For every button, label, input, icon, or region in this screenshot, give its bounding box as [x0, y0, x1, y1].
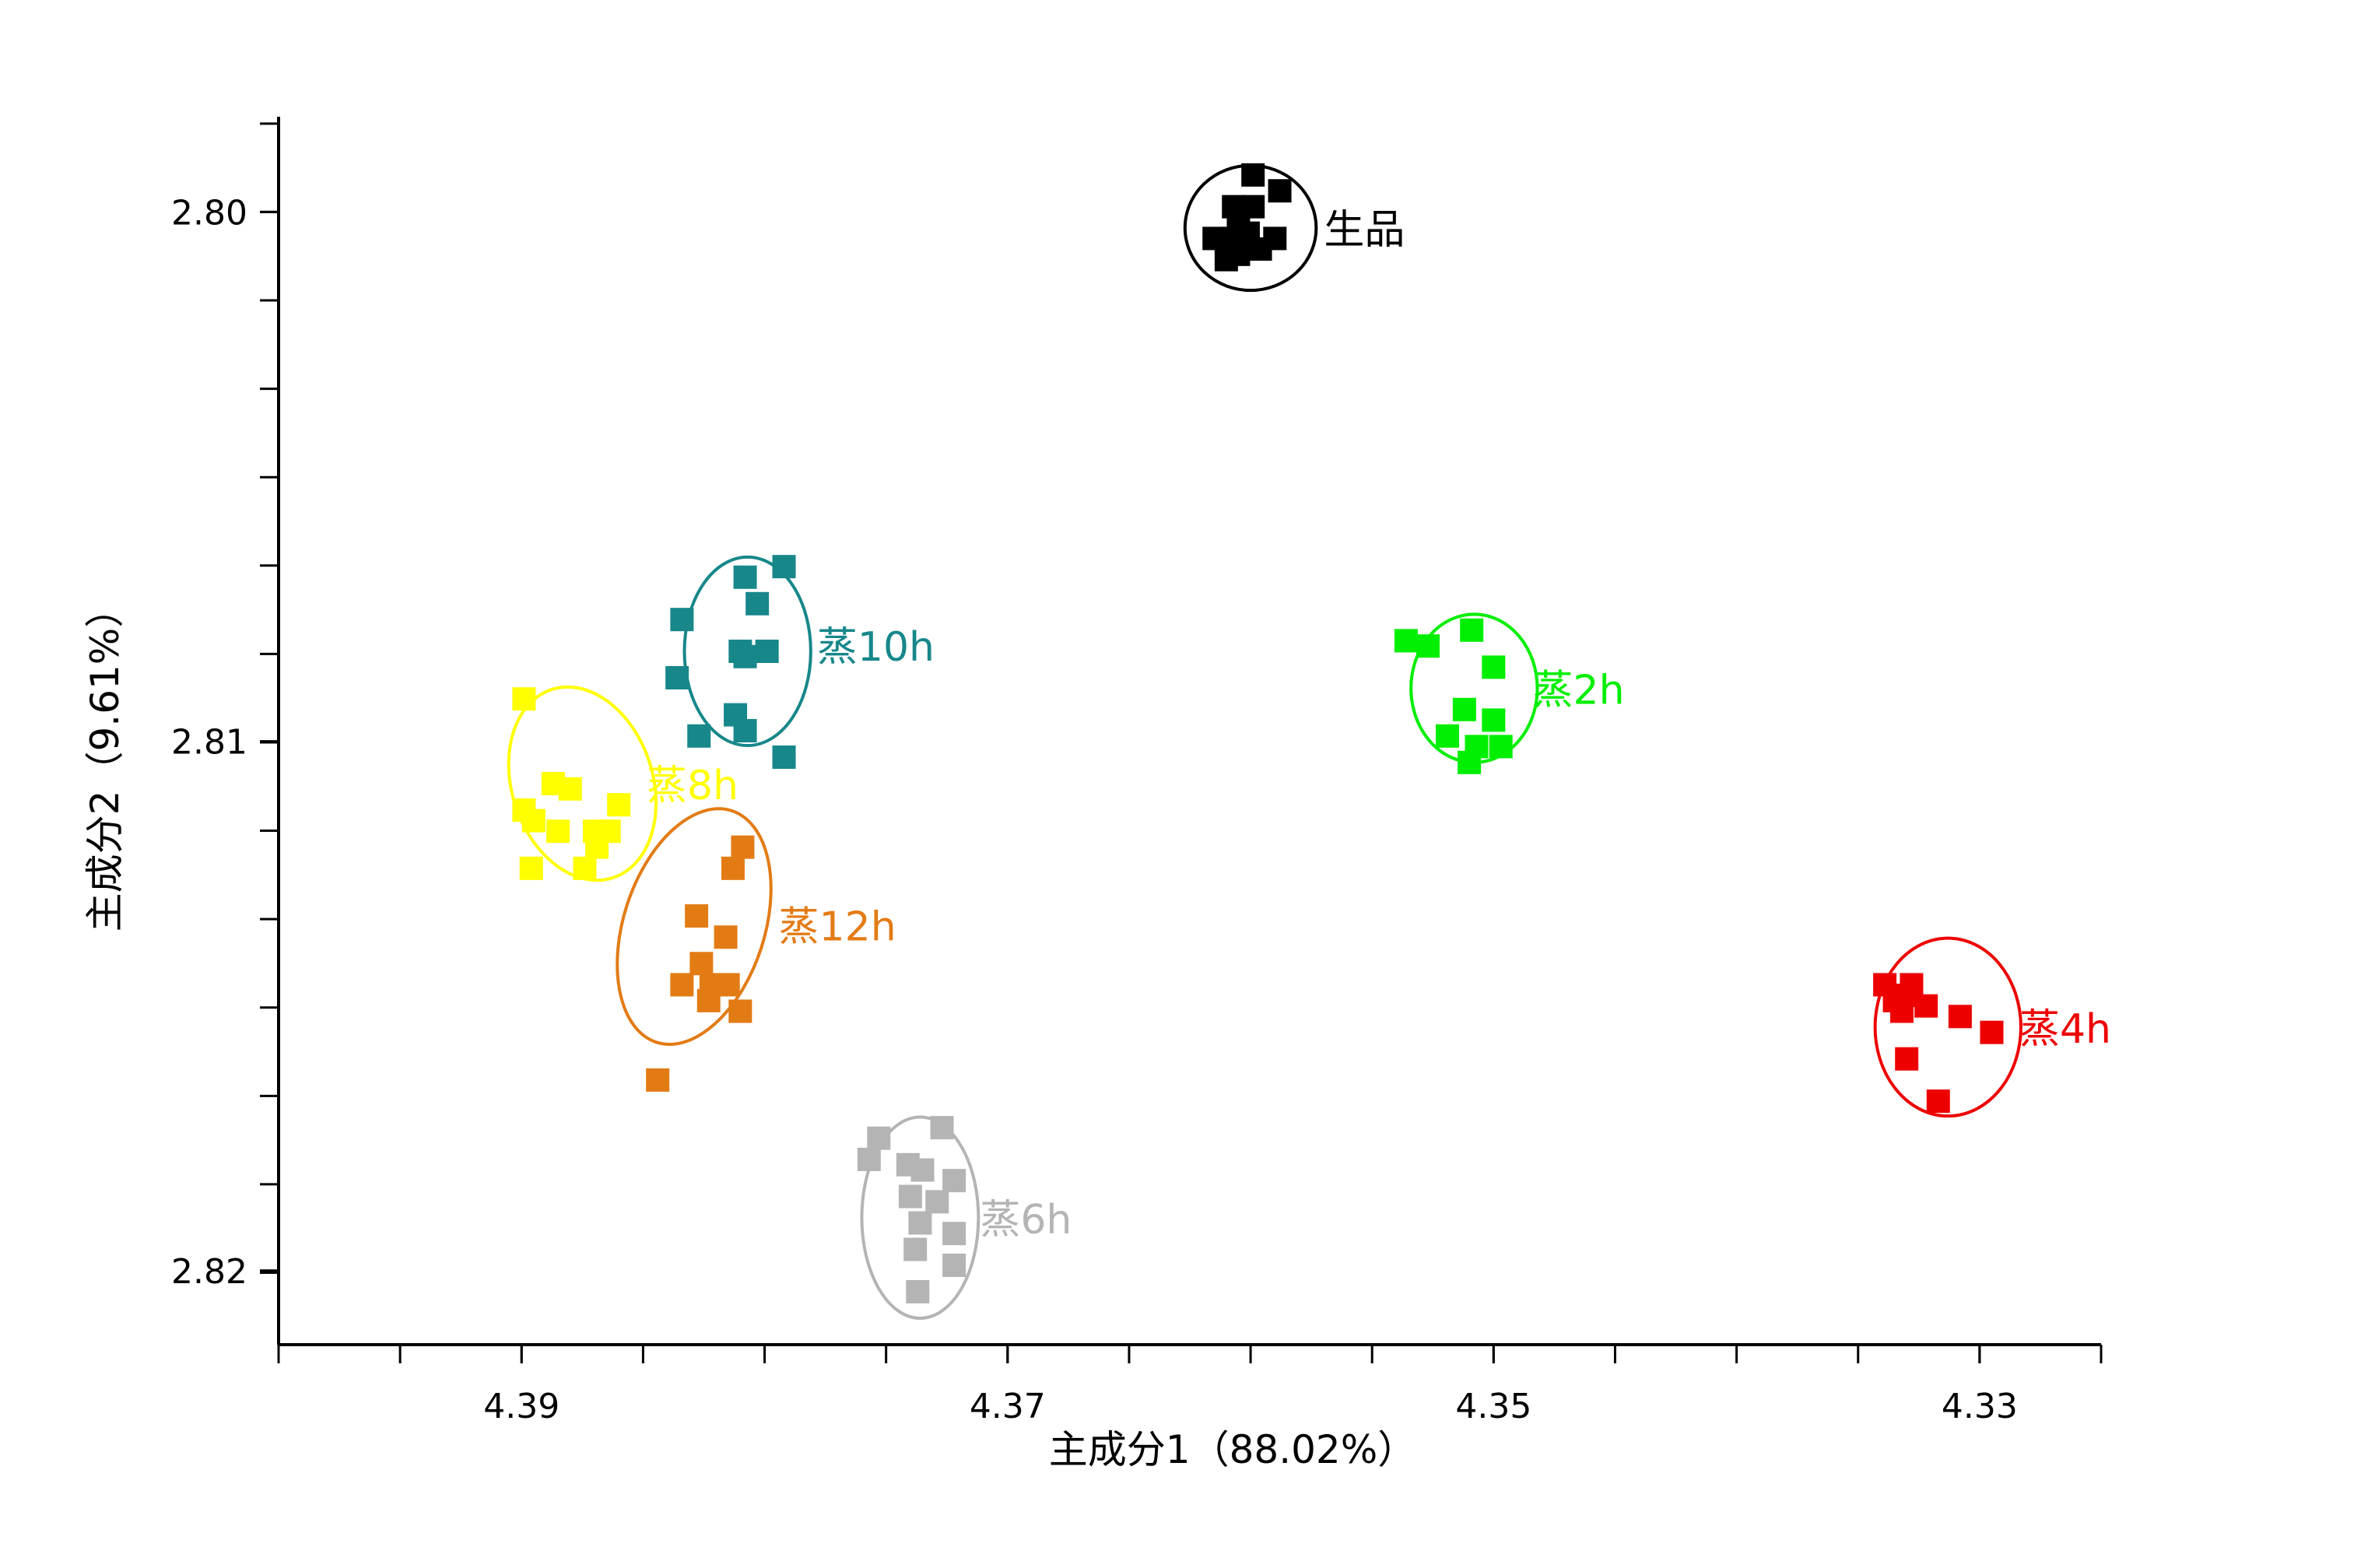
cluster-ellipse — [682, 555, 812, 748]
data-point — [772, 745, 796, 770]
data-point — [597, 819, 621, 844]
y-axis-title: 主成分2（9.61%） — [82, 589, 128, 932]
data-point — [573, 856, 597, 880]
data-point — [670, 608, 694, 632]
data-point — [942, 1253, 967, 1277]
series-group: 蒸2h — [1394, 612, 1625, 774]
data-point — [685, 904, 709, 928]
data-point — [1926, 1089, 1950, 1114]
data-point — [1202, 226, 1226, 251]
data-point — [925, 1190, 949, 1214]
data-point — [696, 988, 721, 1012]
data-point — [942, 1222, 967, 1246]
data-point — [1482, 708, 1506, 732]
data-point — [857, 1147, 881, 1171]
data-point — [755, 639, 779, 663]
data-point — [930, 1116, 954, 1140]
x-axis-title: 主成分1（88.02%） — [1049, 1427, 1416, 1472]
data-point — [519, 856, 543, 880]
data-point — [546, 819, 570, 844]
y-tick-label: 2.80 — [171, 193, 247, 233]
data-point — [1489, 735, 1513, 759]
series-group: 蒸8h — [507, 685, 738, 882]
data-point — [731, 835, 755, 859]
data-point — [607, 793, 631, 817]
data-point — [942, 1169, 967, 1193]
data-point — [1452, 697, 1476, 721]
cluster-ellipse — [616, 807, 773, 1047]
series-group: 蒸10h — [665, 555, 935, 770]
data-point — [745, 591, 770, 616]
series-group: 蒸12h — [616, 807, 896, 1092]
series-label: 蒸12h — [779, 904, 896, 951]
data-point — [1458, 750, 1482, 774]
series-group: 生品 — [1183, 163, 1405, 293]
x-tick-label: 4.35 — [1455, 1387, 1531, 1426]
series-label: 蒸6h — [980, 1197, 1072, 1244]
cluster-ellipse — [1873, 936, 2022, 1118]
data-point — [1482, 655, 1506, 679]
data-point — [1948, 1005, 1972, 1029]
y-tick-label: 2.81 — [171, 723, 247, 763]
x-tick-label: 4.37 — [970, 1387, 1046, 1426]
data-point — [1460, 618, 1484, 642]
data-point — [689, 952, 714, 976]
series-group: 蒸4h — [1873, 936, 2111, 1118]
data-point — [1248, 237, 1272, 261]
data-point — [898, 1184, 922, 1208]
series-group: 蒸6h — [857, 1115, 1072, 1320]
data-point — [910, 1158, 935, 1182]
y-axis-ticks: 2.80 2.81 2.82 — [171, 122, 279, 1292]
data-point — [1914, 994, 1938, 1018]
data-point — [1889, 999, 1914, 1023]
data-point — [1241, 163, 1265, 187]
data-point — [903, 1237, 928, 1261]
data-point — [1214, 247, 1238, 272]
cluster-ellipse — [860, 1115, 981, 1320]
series-label: 生品 — [1324, 207, 1405, 254]
data-point — [728, 639, 753, 663]
data-point — [728, 999, 753, 1023]
data-point — [558, 777, 582, 801]
data-point — [665, 665, 689, 689]
data-point — [1394, 629, 1418, 653]
series-label: 蒸8h — [647, 763, 738, 809]
y-tick-label: 2.82 — [171, 1252, 247, 1292]
data-point — [724, 703, 748, 727]
data-point — [1416, 634, 1440, 658]
axes: 4.39 4.37 4.35 4.33 2.80 2.81 2.82 — [171, 117, 2103, 1426]
data-point — [714, 925, 738, 949]
series-label: 蒸10h — [817, 624, 935, 671]
data-point — [906, 1279, 930, 1303]
data-point — [1436, 724, 1460, 748]
x-tick-label: 4.33 — [1942, 1387, 2018, 1426]
data-point — [687, 724, 711, 748]
x-tick-label: 4.39 — [483, 1387, 560, 1426]
x-axis-ticks: 4.39 4.37 4.35 4.33 — [277, 1345, 2103, 1426]
data-point — [721, 856, 745, 880]
data-point — [772, 555, 796, 579]
series-label: 蒸4h — [2019, 1006, 2111, 1053]
data-point — [908, 1211, 932, 1235]
data-point — [512, 687, 536, 711]
series-label: 蒸2h — [1533, 668, 1625, 714]
data-point — [1268, 179, 1292, 203]
data-point — [670, 973, 694, 997]
data-point — [733, 565, 757, 589]
data-point — [1980, 1020, 2004, 1044]
data-point — [1895, 1047, 1919, 1071]
data-point — [521, 809, 546, 833]
data-point — [867, 1126, 891, 1150]
data-point — [646, 1068, 670, 1092]
